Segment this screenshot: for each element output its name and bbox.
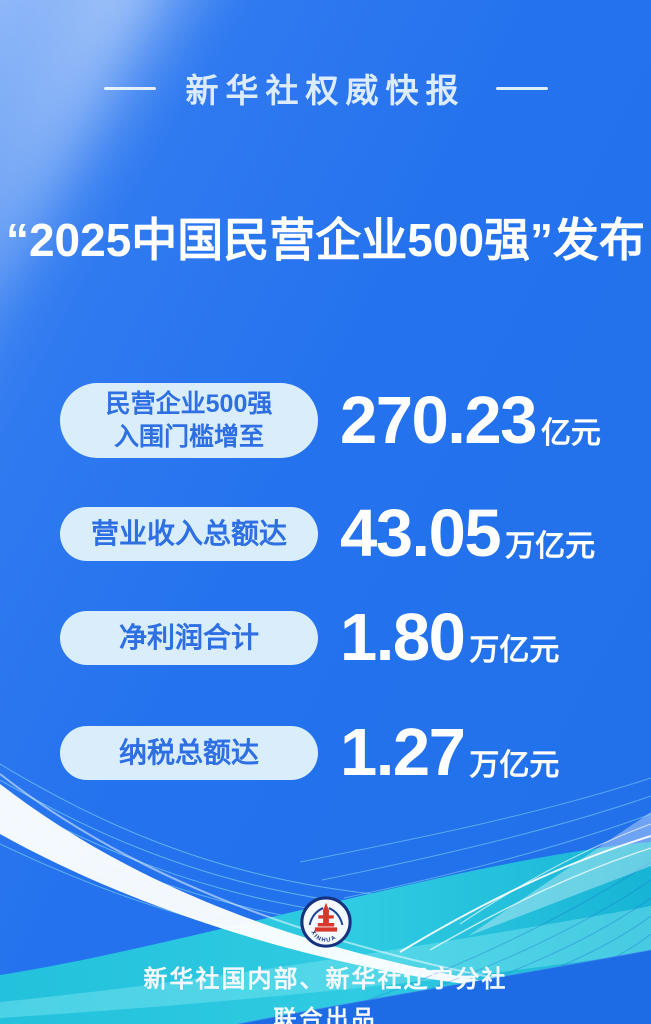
- stat-value: 1.80 万亿元: [340, 604, 559, 671]
- footer-credits: XINHUA 新华社国内部、新华社辽宁分社 联合出品: [0, 894, 651, 1024]
- stat-row-entry-threshold: 民营企业500强 入围门槛增至 270.23 亿元: [60, 383, 633, 458]
- stat-label-line: 净利润合计: [118, 621, 259, 653]
- stat-value-unit: 万亿元: [469, 634, 560, 667]
- page-title: “2025中国民营企业500强”发布: [5, 214, 646, 266]
- stat-value-number: 1.80: [340, 600, 466, 675]
- stat-label-pill: 纳税总额达: [60, 725, 318, 780]
- stat-label-line: 民营企业500强: [105, 390, 273, 418]
- stat-row-revenue: 营业收入总额达 43.05 万亿元: [60, 500, 633, 567]
- kicker-row: 新华社权威快报: [0, 64, 651, 112]
- stat-value: 43.05 万亿元: [340, 500, 595, 567]
- stat-value-unit: 亿元: [540, 417, 601, 450]
- stat-value-number: 43.05: [340, 496, 502, 571]
- stat-label-line: 纳税总额达: [118, 736, 259, 768]
- stat-label-line: 营业收入总额达: [90, 517, 287, 549]
- stat-value-unit: 万亿元: [505, 530, 596, 563]
- xinhua-emblem-icon: XINHUA: [299, 896, 352, 948]
- kicker-dash-left: [103, 86, 156, 90]
- footer-publisher-line: 新华社国内部、新华社辽宁分社: [143, 966, 508, 993]
- stat-label-line: 入围门槛增至: [113, 422, 264, 451]
- stat-value-number: 270.23: [340, 383, 537, 458]
- stat-value-number: 1.27: [340, 715, 466, 790]
- kicker-text: 新华社权威快报: [185, 72, 466, 109]
- footer-coproduction-line: 联合出品: [273, 1005, 378, 1024]
- stat-row-net-profit: 净利润合计 1.80 万亿元: [60, 604, 633, 671]
- stats-list: 民营企业500强 入围门槛增至 270.23 亿元 营业收入总额达 43.05 …: [60, 383, 633, 786]
- stat-row-tax-total: 纳税总额达 1.27 万亿元: [60, 719, 633, 786]
- stat-value: 270.23 亿元: [340, 387, 601, 454]
- stat-label-pill: 净利润合计: [60, 610, 318, 665]
- kicker-dash-right: [495, 86, 548, 90]
- stat-value: 1.27 万亿元: [340, 719, 559, 786]
- stat-value-unit: 万亿元: [469, 749, 560, 782]
- stat-label-pill: 民营企业500强 入围门槛增至: [60, 383, 318, 458]
- stat-label-pill: 营业收入总额达: [60, 506, 318, 561]
